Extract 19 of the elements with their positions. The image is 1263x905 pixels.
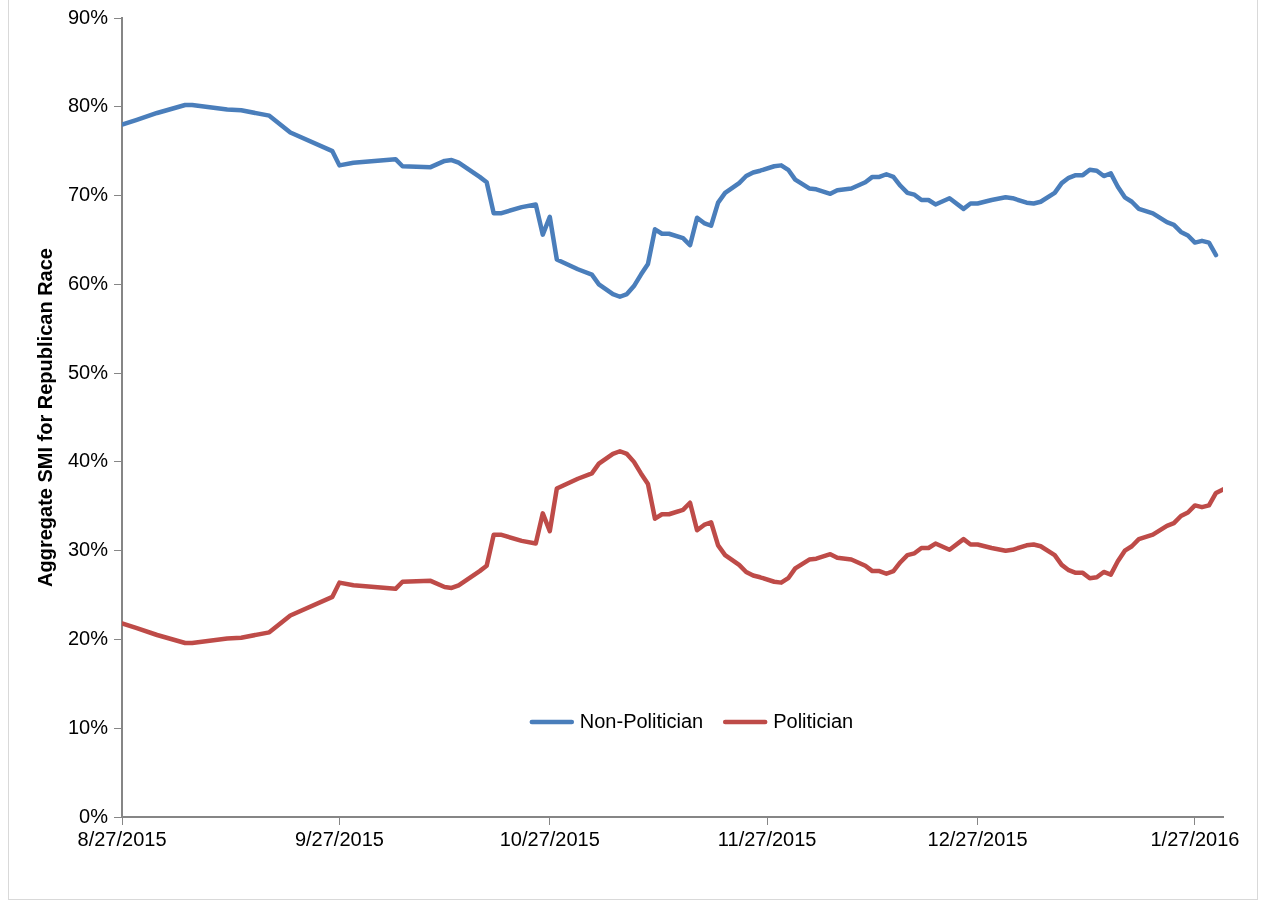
y-tick-label: 50%	[68, 360, 109, 383]
legend-label: Non-Politician	[579, 709, 704, 732]
x-tick-label: 1/27/2016	[1150, 827, 1240, 850]
x-tick-label: 12/27/2015	[927, 827, 1028, 850]
y-tick-label: 0%	[79, 804, 109, 827]
y-tick-label: 40%	[68, 449, 109, 472]
x-tick-label: 11/27/2015	[717, 827, 817, 850]
y-tick-label: 80%	[68, 94, 109, 117]
y-tick-label: 70%	[68, 183, 109, 206]
y-tick-label: 30%	[68, 538, 109, 561]
y-axis-title: Aggregate SMI for Republican Race	[33, 248, 56, 587]
x-tick-label: 10/27/2015	[499, 827, 600, 850]
y-tick-label: 20%	[68, 626, 109, 649]
y-tick-label: 10%	[68, 715, 109, 738]
legend-label: Politician	[773, 709, 854, 732]
y-tick-label: 90%	[68, 5, 109, 28]
y-tick-label: 60%	[68, 271, 109, 294]
x-tick-label: 9/27/2015	[294, 827, 384, 850]
x-tick-label: 8/27/2015	[77, 827, 167, 850]
